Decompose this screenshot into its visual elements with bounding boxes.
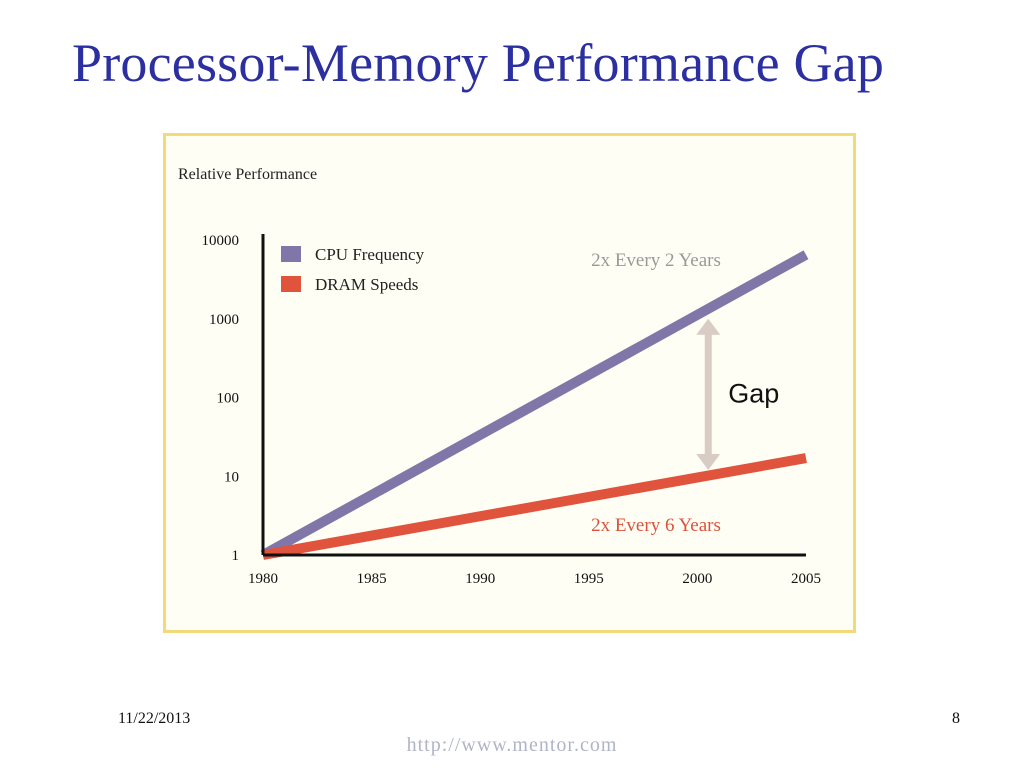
- page-number: 8: [952, 710, 960, 727]
- y-tick-label: 100: [217, 391, 240, 407]
- x-tick-label: 2000: [682, 571, 712, 587]
- y-axis-title: Relative Performance: [178, 166, 317, 183]
- performance-chart: Relative Performance 1 10 100 1000 10000 1980…: [178, 166, 821, 587]
- legend-swatch: [281, 246, 301, 262]
- x-tick-label: 1980: [248, 571, 278, 587]
- chart-frame: Relative Performance 1 10 100 1000 10000 1980…: [163, 133, 856, 633]
- cpu-growth-annotation: 2x Every 2 Years: [591, 250, 721, 271]
- legend-label: CPU Frequency: [315, 245, 425, 264]
- dram-speeds-line: [262, 453, 807, 560]
- y-tick-label: 1000: [209, 312, 239, 328]
- x-tick-label: 2005: [791, 571, 821, 587]
- y-tick-label: 10: [224, 469, 239, 485]
- x-tick-label: 1985: [357, 571, 387, 587]
- x-tick-label: 1995: [574, 571, 604, 587]
- legend-label: DRAM Speeds: [315, 275, 418, 294]
- gap-arrow-head-up: [696, 318, 721, 335]
- footer-date: 11/22/2013: [118, 710, 191, 727]
- gap-arrow-head-down: [696, 454, 721, 471]
- x-tick-label: 1990: [465, 571, 495, 587]
- dram-growth-annotation: 2x Every 6 Years: [591, 515, 721, 536]
- cpu-frequency-line: [260, 250, 809, 560]
- slide-title: Processor-Memory Performance Gap: [72, 33, 885, 93]
- y-tick-label: 1: [232, 548, 240, 564]
- legend-swatch: [281, 276, 301, 292]
- gap-label: Gap: [728, 378, 779, 408]
- footer-url[interactable]: http://www.mentor.com: [406, 734, 618, 756]
- y-tick-label: 10000: [202, 233, 240, 249]
